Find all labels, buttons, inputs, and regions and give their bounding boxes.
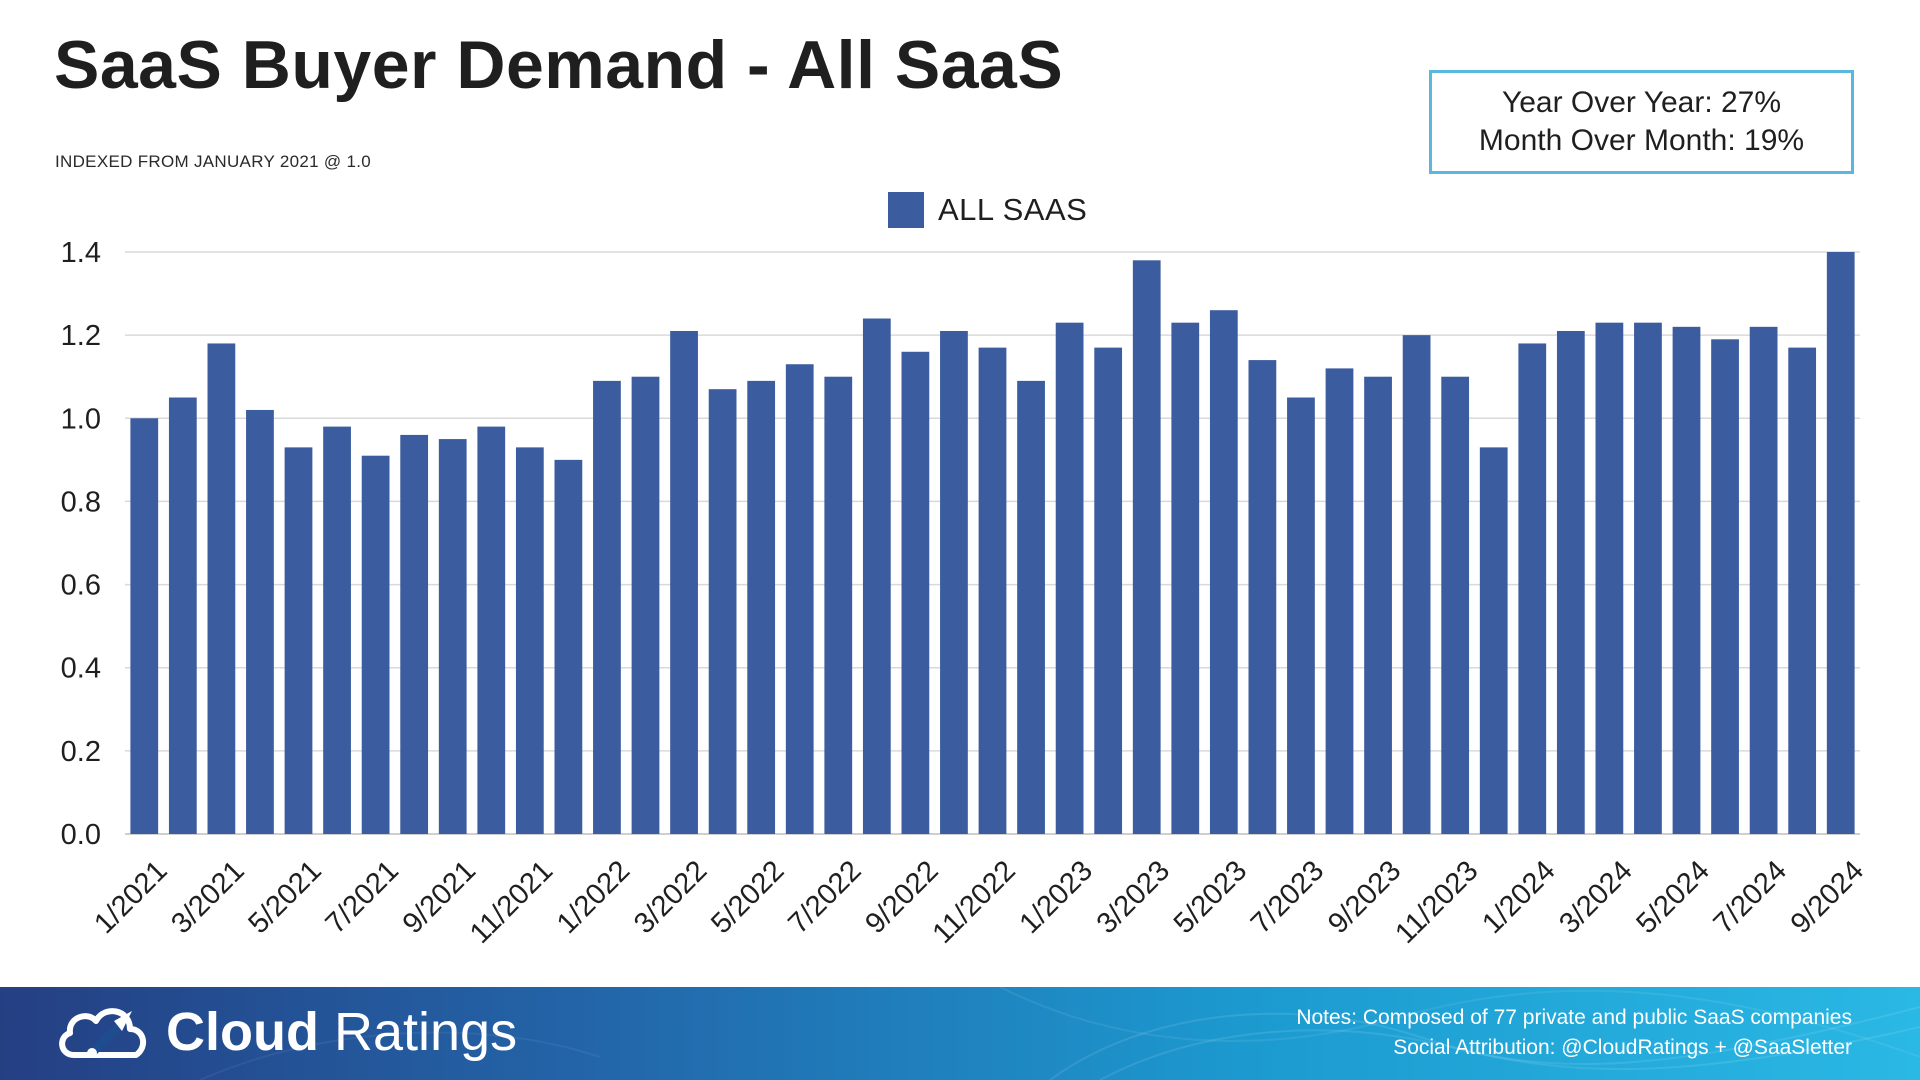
bar-12-2023 bbox=[1479, 447, 1508, 834]
chart-legend: ALL SAAS bbox=[888, 192, 1087, 228]
x-tick-label: 7/2021 bbox=[320, 855, 405, 940]
bar-9-2024 bbox=[1826, 252, 1855, 834]
bar-6-2024 bbox=[1711, 339, 1739, 834]
bar-2-2021 bbox=[168, 397, 197, 834]
bars bbox=[130, 252, 1855, 834]
bar-11-2021 bbox=[515, 447, 544, 834]
bar-11-2023 bbox=[1441, 376, 1470, 834]
cloud-gauge-icon bbox=[59, 1008, 147, 1058]
y-tick-label: 1.2 bbox=[61, 320, 101, 352]
bar-6-2022 bbox=[785, 364, 814, 834]
bar-12-2021 bbox=[554, 459, 583, 834]
bar-8-2023 bbox=[1325, 368, 1354, 834]
bar-2-2024 bbox=[1556, 330, 1585, 834]
x-tick-label: 5/2024 bbox=[1631, 855, 1716, 940]
x-tick-label: 3/2022 bbox=[628, 855, 713, 940]
notes-line: Notes: Composed of 77 private and public… bbox=[1296, 1006, 1852, 1029]
bar-12-2022 bbox=[1017, 380, 1045, 834]
x-tick-label: 5/2022 bbox=[705, 855, 790, 940]
bar-9-2021 bbox=[438, 439, 467, 834]
bar-1-2024 bbox=[1518, 343, 1547, 834]
bar-5-2023 bbox=[1209, 310, 1238, 834]
bar-7-2024 bbox=[1749, 326, 1778, 834]
bar-2-2023 bbox=[1094, 347, 1123, 834]
bar-2-2022 bbox=[631, 376, 660, 834]
chart-subtitle: INDEXED FROM JANUARY 2021 @ 1.0 bbox=[55, 152, 371, 171]
brand-name-bold: Cloud bbox=[166, 1002, 319, 1062]
bar-4-2022 bbox=[708, 389, 737, 834]
x-axis-ticks: 1/20213/20215/20217/20219/202111/20211/2… bbox=[88, 855, 1870, 950]
bar-1-2022 bbox=[593, 380, 621, 834]
bar-8-2022 bbox=[862, 318, 891, 834]
x-tick-label: 11/2023 bbox=[1389, 855, 1484, 950]
bar-3-2024 bbox=[1595, 322, 1624, 834]
x-tick-label: 11/2021 bbox=[464, 855, 559, 950]
bar-3-2021 bbox=[207, 343, 236, 834]
y-tick-label: 1.4 bbox=[61, 237, 101, 269]
x-tick-label: 5/2023 bbox=[1168, 855, 1253, 940]
bar-6-2021 bbox=[323, 426, 351, 834]
bar-3-2023 bbox=[1132, 260, 1161, 834]
y-tick-label: 0.8 bbox=[61, 486, 101, 518]
bar-10-2021 bbox=[477, 426, 506, 834]
x-tick-label: 7/2022 bbox=[782, 855, 867, 940]
bar-5-2022 bbox=[747, 380, 776, 834]
bar-7-2022 bbox=[824, 376, 853, 834]
x-tick-label: 9/2024 bbox=[1785, 855, 1870, 940]
x-tick-label: 7/2023 bbox=[1245, 855, 1330, 940]
bar-4-2021 bbox=[246, 409, 274, 834]
legend-label: ALL SAAS bbox=[938, 192, 1088, 227]
cloud-ratings-logo[interactable]: Cloud Ratings bbox=[54, 1001, 517, 1063]
bar-9-2022 bbox=[901, 351, 930, 834]
bar-5-2021 bbox=[284, 447, 313, 834]
yoy-stat: Year Over Year: 27% bbox=[1501, 86, 1782, 119]
x-tick-label: 5/2021 bbox=[243, 855, 328, 940]
bar-8-2021 bbox=[400, 434, 429, 834]
bar-6-2023 bbox=[1248, 360, 1277, 834]
x-tick-label: 3/2023 bbox=[1091, 855, 1176, 940]
brand-name: Cloud Ratings bbox=[166, 1001, 517, 1063]
x-tick-label: 1/2022 bbox=[551, 855, 636, 940]
y-tick-label: 0.2 bbox=[61, 736, 101, 768]
bar-7-2021 bbox=[361, 455, 390, 834]
bar-10-2023 bbox=[1402, 335, 1431, 834]
y-tick-label: 0.0 bbox=[61, 819, 101, 851]
bar-10-2022 bbox=[940, 330, 968, 834]
attribution-line: Social Attribution: @CloudRatings + @Saa… bbox=[1393, 1036, 1852, 1059]
bar-4-2023 bbox=[1171, 322, 1200, 834]
bar-7-2023 bbox=[1287, 397, 1315, 834]
bar-5-2024 bbox=[1672, 326, 1701, 834]
page-title: SaaS Buyer Demand - All SaaS bbox=[54, 27, 1064, 103]
x-tick-label: 1/2024 bbox=[1476, 855, 1561, 940]
bar-3-2022 bbox=[670, 330, 698, 834]
footer-notes: Notes: Composed of 77 private and public… bbox=[1296, 1003, 1852, 1063]
x-tick-label: 1/2021 bbox=[88, 855, 173, 940]
x-tick-label: 3/2024 bbox=[1553, 855, 1638, 940]
bar-8-2024 bbox=[1788, 347, 1817, 834]
bar-1-2021 bbox=[130, 418, 159, 834]
x-tick-label: 3/2021 bbox=[165, 855, 250, 940]
bar-9-2023 bbox=[1364, 376, 1392, 834]
brand-name-light: Ratings bbox=[318, 1002, 518, 1062]
bar-11-2022 bbox=[978, 347, 1007, 834]
footer-banner: Cloud Ratings Notes: Composed of 77 priv… bbox=[0, 987, 1920, 1080]
bar-chart: 0.00.20.40.60.81.01.21.4 1/20213/20215/2… bbox=[61, 237, 1870, 950]
bar-4-2024 bbox=[1634, 322, 1662, 834]
y-tick-label: 1.0 bbox=[61, 403, 101, 435]
x-tick-label: 1/2023 bbox=[1014, 855, 1099, 940]
x-tick-label: 7/2024 bbox=[1708, 855, 1793, 940]
y-axis-ticks: 0.0 0.2 0.4 0.6 0.8 1.0 1.2 1.4 bbox=[61, 237, 101, 851]
x-tick-label: 11/2022 bbox=[927, 855, 1022, 950]
y-tick-label: 0.4 bbox=[61, 653, 101, 685]
legend-swatch bbox=[888, 192, 924, 228]
mom-stat: Month Over Month: 19% bbox=[1478, 124, 1805, 157]
footer-swirl-decoration bbox=[199, 987, 1920, 1080]
growth-stats-box: Year Over Year: 27% Month Over Month: 19… bbox=[1429, 70, 1854, 174]
y-tick-label: 0.6 bbox=[61, 570, 101, 602]
bar-1-2023 bbox=[1055, 322, 1084, 834]
